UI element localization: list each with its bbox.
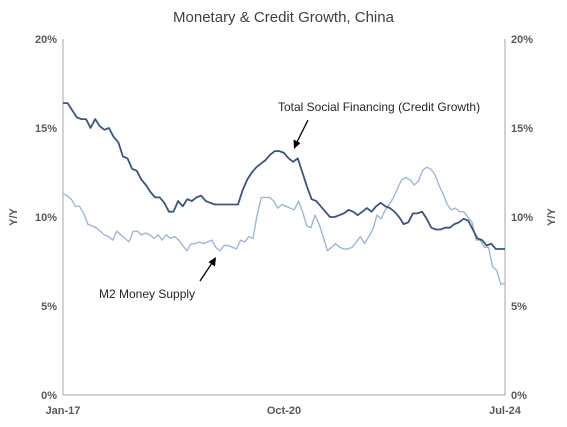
x-tick-labels: Jan-17 Oct-20 Jul-24 [46, 405, 522, 417]
right-y-tick-labels: 0% 5% 10% 15% 20% [511, 34, 533, 402]
right-y-tick-label: 5% [511, 301, 527, 313]
chart-title: Monetary & Credit Growth, China [173, 9, 395, 26]
left-y-tick-label: 20% [35, 34, 57, 46]
m2-arrowhead [208, 257, 216, 267]
m2-annotation: M2 Money Supply [99, 287, 195, 301]
tsf-series-line [63, 102, 505, 250]
series-layer [62, 102, 506, 286]
tsf-arrowhead [293, 139, 301, 149]
tsf-annotation-arrow [296, 119, 309, 143]
right-y-axis-label: Y/Y [546, 207, 558, 225]
right-y-tick-label: 10% [511, 212, 533, 224]
x-tick-label: Jan-17 [46, 405, 81, 417]
left-y-tick-label: 0% [41, 390, 57, 402]
right-y-tick-label: 0% [511, 390, 527, 402]
left-y-tick-label: 10% [35, 212, 57, 224]
m2-series-line [62, 166, 506, 286]
tsf-annotation: Total Social Financing (Credit Growth) [278, 100, 480, 114]
left-y-tick-labels: 0% 5% 10% 15% 20% [35, 34, 57, 402]
x-tick-label: Jul-24 [489, 405, 522, 417]
m2-annotation-arrow [199, 262, 213, 282]
left-y-tick-label: 15% [35, 123, 57, 135]
right-y-tick-label: 15% [511, 123, 533, 135]
left-y-tick-label: 5% [41, 301, 57, 313]
right-y-tick-label: 20% [511, 34, 533, 46]
x-tick-label: Oct-20 [267, 405, 301, 417]
left-y-axis-label: Y/Y [8, 207, 20, 225]
